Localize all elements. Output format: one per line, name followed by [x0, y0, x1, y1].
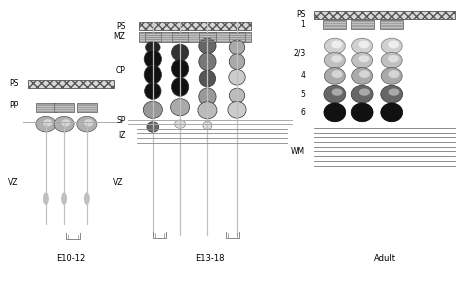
Ellipse shape [54, 116, 74, 132]
Ellipse shape [147, 122, 159, 132]
Ellipse shape [332, 70, 343, 78]
Ellipse shape [388, 40, 399, 48]
Bar [314, 11, 456, 19]
Ellipse shape [352, 53, 373, 68]
Bar [139, 22, 251, 30]
Text: PS: PS [116, 22, 126, 31]
Ellipse shape [172, 78, 189, 96]
Ellipse shape [331, 55, 342, 63]
Ellipse shape [351, 85, 373, 103]
Ellipse shape [324, 53, 345, 68]
Text: VZ: VZ [8, 178, 18, 187]
Ellipse shape [43, 192, 49, 205]
Text: 4: 4 [301, 71, 305, 80]
Ellipse shape [84, 119, 93, 127]
Ellipse shape [352, 68, 373, 84]
Ellipse shape [146, 42, 160, 53]
Ellipse shape [358, 40, 369, 48]
Ellipse shape [389, 89, 400, 96]
Ellipse shape [198, 102, 217, 119]
Ellipse shape [324, 103, 346, 122]
Text: Adult: Adult [374, 254, 396, 263]
Ellipse shape [172, 59, 189, 78]
Ellipse shape [172, 44, 189, 61]
Ellipse shape [381, 38, 402, 54]
Text: 5: 5 [301, 90, 305, 99]
Text: SP: SP [116, 116, 126, 125]
Ellipse shape [324, 38, 345, 54]
Text: 6: 6 [301, 108, 305, 117]
Text: MZ: MZ [114, 32, 126, 41]
Ellipse shape [229, 69, 245, 85]
Ellipse shape [324, 68, 345, 84]
Text: VZ: VZ [113, 178, 123, 187]
Ellipse shape [199, 53, 216, 70]
Ellipse shape [359, 70, 370, 78]
Ellipse shape [351, 103, 373, 122]
Ellipse shape [61, 119, 71, 127]
Ellipse shape [199, 88, 216, 106]
Ellipse shape [331, 40, 342, 48]
Ellipse shape [144, 50, 162, 68]
Ellipse shape [228, 102, 246, 118]
Ellipse shape [144, 65, 162, 84]
Ellipse shape [229, 54, 245, 69]
Text: CP: CP [116, 66, 126, 75]
Ellipse shape [324, 85, 346, 103]
Bar [54, 102, 74, 112]
Ellipse shape [171, 98, 190, 116]
Ellipse shape [43, 119, 52, 127]
Text: E13-18: E13-18 [195, 254, 225, 263]
Ellipse shape [199, 70, 216, 87]
Ellipse shape [332, 89, 343, 96]
Bar [145, 32, 161, 42]
Ellipse shape [381, 53, 402, 68]
Bar [139, 32, 251, 42]
Ellipse shape [145, 83, 161, 99]
Text: E10-12: E10-12 [56, 254, 85, 263]
Ellipse shape [61, 192, 67, 205]
Bar [323, 20, 346, 29]
Bar [77, 102, 97, 112]
Ellipse shape [199, 38, 216, 54]
Bar [27, 80, 114, 88]
Ellipse shape [203, 121, 212, 130]
Text: WM: WM [291, 147, 305, 156]
Ellipse shape [229, 40, 245, 55]
Text: PP: PP [9, 101, 18, 110]
Ellipse shape [143, 101, 163, 118]
Text: PS: PS [9, 79, 18, 88]
Ellipse shape [388, 55, 399, 63]
Ellipse shape [36, 116, 56, 132]
Ellipse shape [229, 88, 245, 103]
Bar [229, 32, 245, 42]
Text: IZ: IZ [118, 131, 126, 140]
Bar [380, 20, 403, 29]
Bar [172, 32, 188, 42]
Ellipse shape [352, 38, 373, 54]
Ellipse shape [84, 192, 90, 205]
Bar [199, 32, 216, 42]
Bar [351, 20, 374, 29]
Ellipse shape [77, 116, 97, 132]
Bar [36, 102, 56, 112]
Text: 1: 1 [301, 20, 305, 29]
Ellipse shape [174, 120, 186, 128]
Ellipse shape [358, 55, 369, 63]
Ellipse shape [359, 89, 370, 96]
Ellipse shape [381, 68, 402, 84]
Ellipse shape [389, 70, 400, 78]
Text: PS: PS [296, 10, 305, 19]
Ellipse shape [381, 103, 402, 122]
Ellipse shape [381, 85, 402, 103]
Text: 2/3: 2/3 [293, 49, 305, 58]
